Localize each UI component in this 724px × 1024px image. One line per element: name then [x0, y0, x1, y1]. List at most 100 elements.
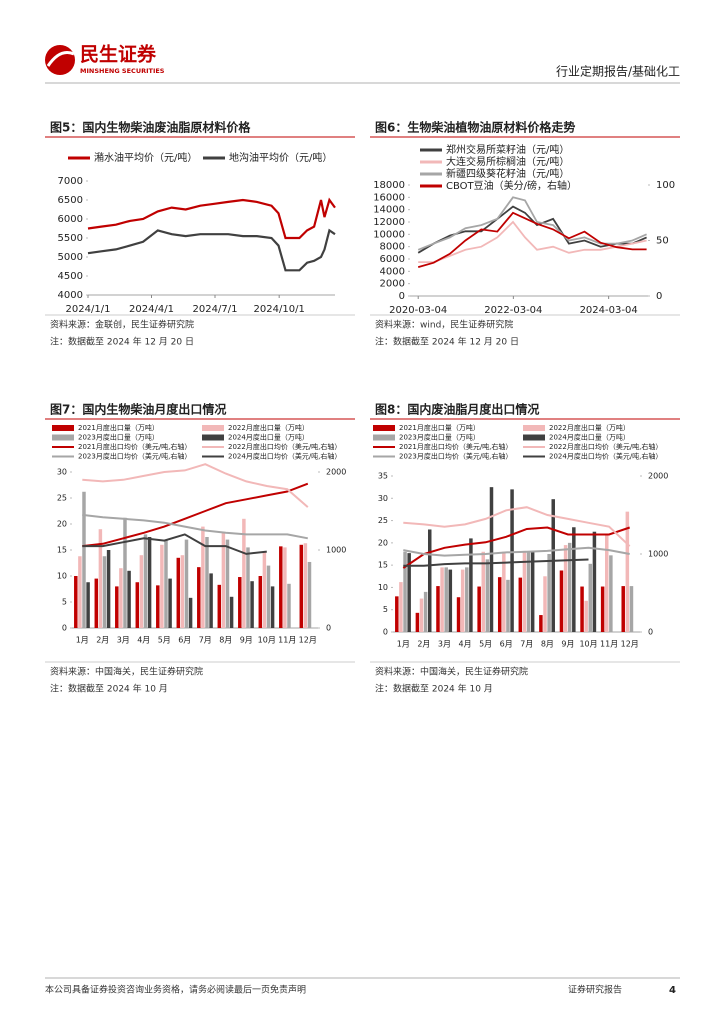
legend-label: 2023月度出口量（万吨）: [399, 433, 480, 442]
y-tick-label: 7000: [58, 176, 83, 187]
y2-tick-label: 100: [656, 180, 675, 191]
bar: [518, 577, 523, 632]
bar: [303, 543, 308, 628]
legend-label: 2024月度出口均价（美元/吨,右轴）: [549, 452, 662, 461]
x-tick-label: 8月: [541, 640, 554, 649]
bar: [262, 551, 267, 628]
note: 注：数据截至 2024 年 10 月: [50, 683, 168, 695]
y-tick-label: 5: [62, 598, 67, 607]
bar: [469, 538, 473, 632]
series-line: [403, 558, 589, 567]
x-tick-label: 9月: [561, 640, 574, 649]
bar: [123, 517, 127, 628]
legend-label: 2021月度出口均价（美元/吨,右轴）: [78, 442, 191, 451]
bar: [139, 555, 144, 628]
x-tick-label: 12月: [621, 640, 639, 649]
bar: [176, 557, 181, 628]
note: 注：数据截至 2024 年 10 月: [375, 683, 493, 695]
bar: [217, 584, 222, 628]
bar: [242, 518, 246, 628]
bar: [94, 578, 99, 628]
source: 资料来源：金联创，民生证券研究院: [50, 319, 194, 331]
y-tick-label: 14000: [373, 205, 405, 216]
logo-icon: [45, 45, 75, 75]
legend-label: 2024月度出口量（万吨）: [549, 433, 630, 442]
bar: [506, 579, 510, 632]
y2-tick-label: 2000: [326, 468, 346, 477]
series-line: [402, 526, 631, 569]
bar: [299, 544, 304, 628]
y-tick-label: 5000: [58, 252, 83, 263]
series-line: [403, 506, 631, 547]
y-tick-label: 10: [57, 572, 67, 581]
bar: [135, 582, 140, 628]
y-tick-label: 25: [378, 516, 388, 525]
bar: [197, 567, 201, 628]
bar: [399, 582, 403, 632]
legend-label: 2023月度出口均价（美元/吨,右轴）: [78, 452, 191, 461]
y-tick-label: 15: [57, 546, 67, 555]
bar: [395, 596, 399, 632]
figure-title: 图5：国内生物柴油废油脂原材料价格: [50, 120, 251, 135]
y-tick-label: 8000: [380, 242, 405, 253]
bar: [250, 581, 254, 628]
legend-label: 2024月度出口量（万吨）: [228, 433, 309, 442]
legend-label: 新疆四级葵花籽油（元/吨）: [446, 167, 569, 180]
x-tick-label: 4月: [137, 636, 150, 645]
bar: [246, 547, 250, 628]
y-tick-label: 6500: [58, 195, 83, 206]
bar: [98, 529, 103, 628]
y-tick-label: 15: [378, 561, 388, 570]
y-tick-label: 6000: [58, 214, 83, 225]
bar: [415, 612, 420, 632]
legend-label: CBOT豆油（美分/磅，右轴）: [446, 179, 577, 192]
series-line: [87, 228, 336, 272]
page-number: 4: [669, 985, 676, 996]
y2-tick-label: 1000: [326, 546, 346, 555]
legend-label: 2022月度出口均价（美元/吨,右轴）: [228, 442, 341, 451]
bar: [164, 539, 168, 628]
bar: [119, 568, 123, 628]
legend-label: 2022月度出口量（万吨）: [549, 423, 630, 432]
bar: [539, 615, 543, 632]
x-tick-label: 2024/4/1: [129, 304, 174, 315]
y-tick-label: 5: [383, 605, 388, 614]
bar: [229, 596, 234, 628]
x-tick-label: 1月: [397, 640, 410, 649]
y-tick-label: 6000: [380, 254, 405, 265]
logo-swoosh: [46, 51, 75, 67]
y-tick-label: 30: [378, 494, 388, 503]
doc-type: 证券研究报告: [568, 984, 622, 996]
bar: [609, 555, 613, 632]
figure-title: 图7：国内生物柴油月度出口情况: [50, 402, 226, 417]
bar: [481, 551, 486, 632]
brand-en: MINSHENG SECURITIES: [80, 67, 165, 75]
bar: [86, 582, 90, 628]
bar: [238, 577, 242, 628]
bar: [156, 585, 160, 628]
y-tick-label: 4000: [58, 290, 83, 301]
y2-tick-label: 0: [326, 624, 331, 633]
bar: [143, 534, 148, 628]
legend-swatch: [52, 434, 74, 441]
bar: [147, 537, 152, 628]
legend-swatch: [523, 434, 545, 441]
x-tick-label: 3月: [117, 636, 130, 645]
bar: [106, 550, 111, 628]
bar: [287, 583, 291, 628]
bar: [448, 569, 453, 632]
legend-swatch: [202, 434, 224, 441]
y-tick-label: 30: [57, 468, 67, 477]
x-tick-label: 4月: [458, 640, 471, 649]
legend-label: 郑州交易所菜籽油（元/吨）: [446, 143, 569, 156]
bar: [502, 551, 506, 632]
bar: [423, 591, 428, 632]
bar: [221, 532, 226, 628]
x-tick-label: 11月: [600, 640, 618, 649]
bar: [584, 600, 588, 632]
x-tick-label: 2月: [417, 640, 430, 649]
legend-label: 2022月度出口均价（美元/吨,右轴）: [549, 442, 662, 451]
bar: [497, 577, 502, 632]
report-type: 行业定期报告/基础化工: [556, 64, 680, 79]
